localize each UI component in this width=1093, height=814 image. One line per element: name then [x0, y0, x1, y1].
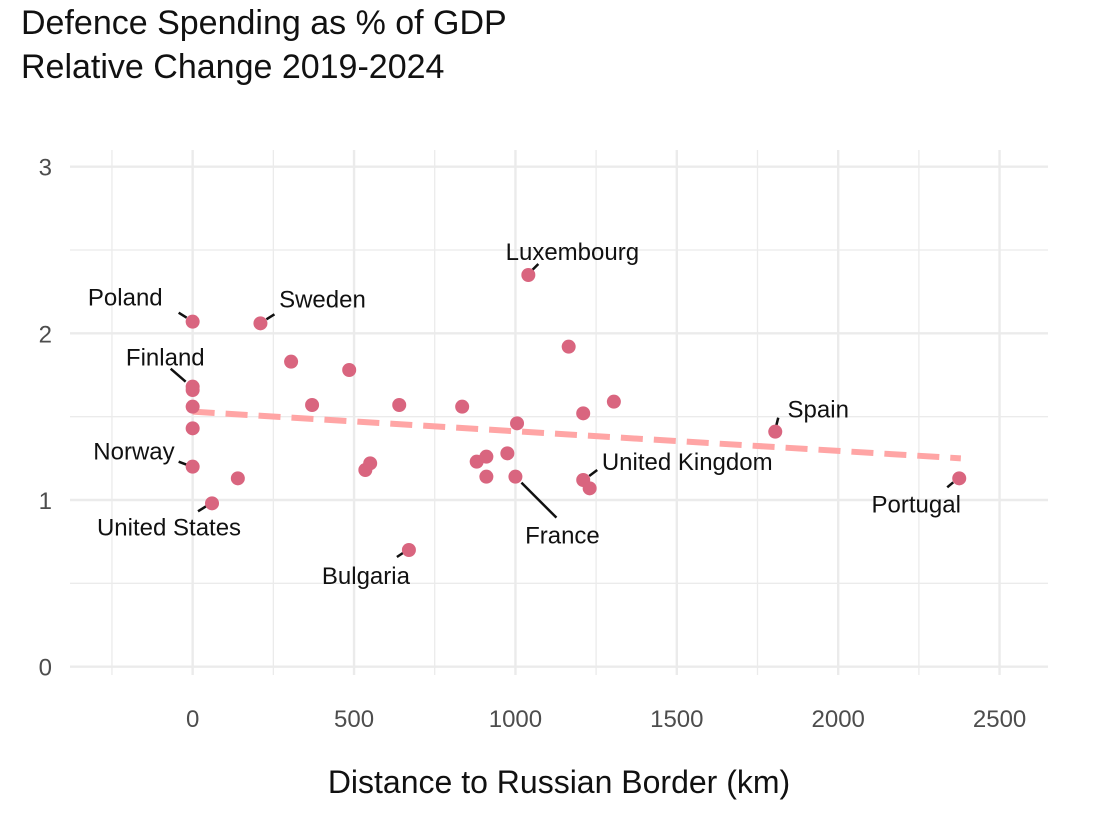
y-tick-label: 3: [39, 155, 52, 182]
data-point: [521, 268, 536, 282]
point-label: Spain: [788, 397, 849, 424]
x-tick-label: 2500: [973, 706, 1026, 733]
data-point: [342, 363, 357, 377]
point-label: Poland: [88, 285, 163, 312]
data-point: [205, 496, 220, 511]
label-leaders: [169, 263, 955, 559]
x-tick-label: 1000: [489, 706, 542, 733]
data-point: [401, 543, 416, 557]
label-leader-line: [178, 460, 188, 466]
trend-line-group: [192, 408, 962, 462]
label-leader-line: [520, 481, 558, 519]
chart-title-line-2: Relative Change 2019-2024: [21, 48, 445, 86]
point-label: Norway: [93, 439, 174, 466]
label-leader-line: [265, 313, 276, 321]
data-point: [284, 354, 299, 369]
point-label: Sweden: [279, 286, 366, 313]
label-leader-line: [588, 469, 598, 477]
point-label: France: [525, 523, 600, 550]
point-label: Finland: [126, 345, 205, 372]
data-point: [508, 469, 523, 484]
data-point: [185, 459, 200, 474]
data-point: [185, 383, 200, 397]
data-points: [185, 268, 967, 557]
data-point: [230, 471, 245, 486]
chart-title-line-1: Defence Spending as % of GDP: [21, 4, 507, 42]
point-label: Portugal: [872, 491, 961, 518]
y-tick-label: 0: [39, 655, 52, 682]
data-point: [392, 398, 407, 412]
data-point: [952, 471, 967, 486]
data-point: [561, 339, 576, 354]
data-point: [479, 469, 494, 484]
data-point: [606, 394, 621, 409]
x-tick-label: 500: [334, 706, 374, 733]
x-tick-label: 0: [186, 706, 199, 733]
label-leader-line: [531, 263, 540, 271]
data-point: [768, 424, 783, 439]
data-point: [305, 398, 320, 412]
label-leader-line: [197, 505, 207, 513]
data-point: [185, 399, 200, 414]
y-tick-label: 1: [39, 488, 52, 515]
point-label: United States: [97, 514, 241, 541]
point-label: Luxembourg: [506, 239, 639, 266]
y-tick-label: 2: [39, 321, 52, 348]
x-axis-label: Distance to Russian Border (km): [328, 764, 790, 800]
data-point: [479, 449, 494, 464]
data-point: [576, 406, 591, 421]
y-axis-ticks: 0 1 2 3: [39, 155, 52, 682]
data-point: [510, 416, 525, 431]
point-label: Bulgaria: [322, 563, 411, 590]
gridlines: [70, 150, 1048, 675]
data-point: [455, 399, 470, 414]
x-tick-label: 1500: [650, 706, 703, 733]
data-point: [185, 314, 200, 329]
data-point: [185, 421, 200, 436]
point-label: United Kingdom: [602, 449, 773, 476]
x-axis-ticks: 0 500 1000 1500 2000 2500: [186, 706, 1026, 733]
data-point: [582, 481, 597, 496]
label-leader-line: [775, 417, 780, 426]
label-leader-line: [396, 551, 404, 559]
data-point: [363, 456, 378, 471]
data-point: [253, 316, 268, 331]
label-leader-line: [177, 311, 188, 319]
label-leader-line: [169, 367, 187, 383]
trend-line: [192, 408, 962, 462]
data-point: [500, 446, 515, 461]
x-tick-label: 2000: [812, 706, 865, 733]
label-leader-line: [946, 481, 955, 489]
point-labels: Poland Sweden Finland Norway United States Bu…: [88, 239, 961, 590]
